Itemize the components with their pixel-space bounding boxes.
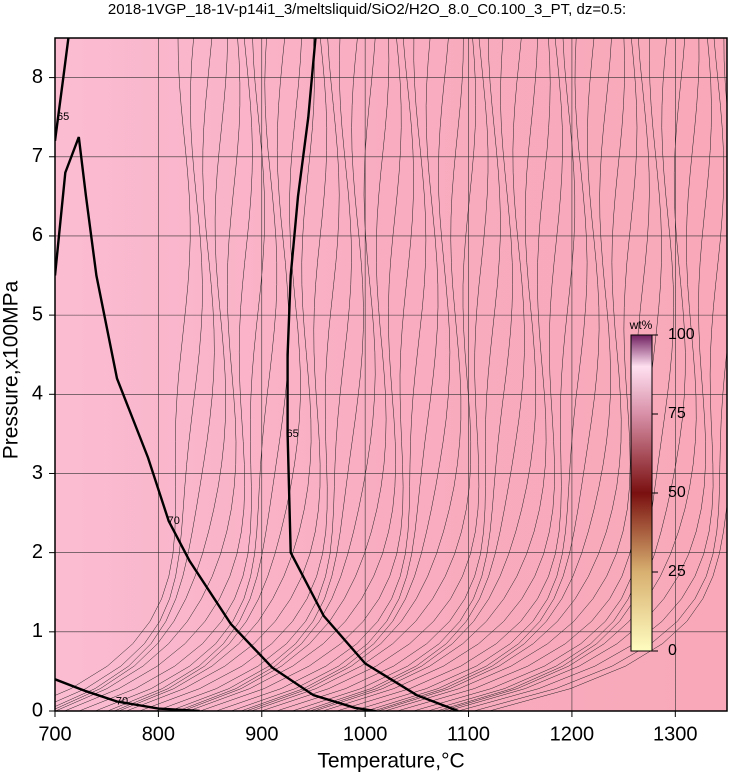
contour-label: 65 [57, 111, 69, 123]
minor-contour [373, 38, 612, 711]
minor-contour [427, 38, 674, 711]
contour-line [55, 136, 376, 711]
contour-line [55, 38, 70, 142]
minor-contour [55, 38, 241, 711]
y-axis-label: Pressure,x100MPa [0, 280, 23, 459]
y-tick-label: 0 [32, 699, 43, 721]
minor-contour [55, 38, 215, 707]
minor-contour [292, 38, 513, 711]
y-tick-label: 8 [32, 66, 43, 88]
colorbar-tick-label: 50 [668, 484, 686, 501]
minor-contour [188, 38, 402, 711]
y-tick-label: 7 [32, 145, 43, 167]
contour-line [55, 678, 200, 711]
chart-title: 2018-1VGP_18-1V-p14i1_3/meltsliquid/SiO2… [108, 1, 626, 18]
colorbar-tick-label: 75 [668, 405, 686, 422]
y-tick-label: 2 [32, 541, 43, 563]
minor-contour [95, 38, 278, 711]
frame [54, 37, 728, 712]
minor-contours [55, 38, 727, 711]
minor-contour [216, 38, 427, 711]
contours: 70 65 65 70 [55, 38, 459, 711]
x-tick-label: 700 [38, 723, 71, 745]
minor-contour [336, 38, 576, 711]
y-tick-label: 6 [32, 224, 43, 246]
x-tick-label: 900 [245, 723, 278, 745]
contour-label: 65 [286, 428, 298, 440]
minor-contour [303, 38, 525, 711]
contour-label: 70 [116, 695, 128, 707]
y-tick-label: 3 [32, 462, 43, 484]
minor-contour [246, 38, 464, 711]
minor-contour [114, 38, 302, 711]
minor-contour [182, 38, 390, 711]
minor-contour [384, 38, 638, 711]
minor-contour [276, 38, 501, 711]
y-tick-label: 5 [32, 303, 43, 325]
y-tick-label: 1 [32, 620, 43, 642]
minor-contour [261, 38, 489, 711]
minor-contour [458, 38, 725, 711]
minor-contour [231, 38, 439, 711]
contour-label: 70 [168, 515, 180, 527]
colorbar [630, 334, 653, 652]
minor-contour [155, 38, 352, 711]
minor-contour [139, 38, 340, 711]
x-tick-label: 1100 [447, 723, 490, 745]
minor-contour [309, 38, 538, 711]
plot-area [55, 38, 727, 711]
minor-contour [55, 38, 203, 703]
colorbar-tick-label: 100 [668, 326, 695, 343]
minor-contour [126, 38, 328, 711]
minor-contour [314, 38, 551, 711]
x-axis-label: Temperature,°C [317, 750, 464, 773]
x-tick-label: 800 [142, 723, 175, 745]
minor-contour [353, 38, 588, 711]
colorbar-label: wt% [629, 318, 653, 332]
minor-contour [489, 502, 727, 711]
minor-contour [200, 38, 414, 711]
minor-contour [377, 38, 625, 711]
x-tick-label: 1000 [343, 723, 388, 745]
y-tick-label: 4 [32, 383, 43, 405]
minor-contour [473, 38, 727, 711]
minor-contour [55, 38, 191, 696]
grid [54, 38, 727, 712]
minor-contour [322, 38, 563, 711]
minor-contour [118, 38, 315, 711]
minor-contour [55, 38, 228, 710]
minor-contour [447, 38, 712, 711]
contour-line [286, 38, 459, 711]
minor-contour [366, 38, 600, 711]
colorbar-tick-label: 0 [668, 642, 677, 659]
colorbar-tick-label: 25 [668, 563, 686, 580]
minor-contour [64, 38, 253, 711]
minor-contour [251, 38, 476, 711]
minor-contour [169, 38, 364, 711]
x-tick-label: 1300 [653, 723, 698, 745]
minor-contour [241, 38, 451, 711]
x-tick-label: 1200 [550, 723, 595, 745]
